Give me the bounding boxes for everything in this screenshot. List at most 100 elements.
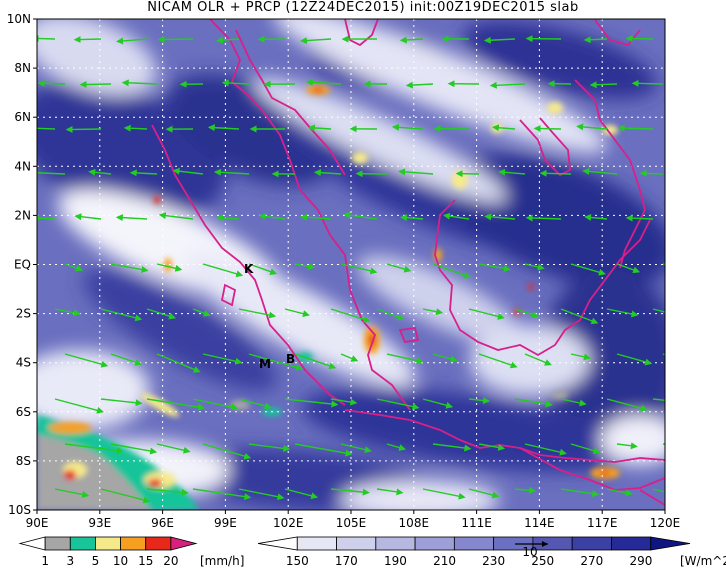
wind-arrow: [631, 79, 664, 87]
lon-tick-label: 96E: [151, 516, 174, 530]
wind-arrow: [560, 488, 600, 498]
wind-arrow: [478, 443, 506, 451]
wind-arrow: [238, 398, 272, 410]
wind-arrow: [330, 488, 370, 496]
wind-arrow: [570, 443, 601, 455]
wind-arrow: [156, 263, 183, 272]
precip-colorbar: 1 3 5 10 15 20 [mm/h]: [18, 536, 244, 568]
lon-tick-label: 117E: [587, 516, 618, 530]
wind-arrow: [468, 488, 500, 499]
wind-arrow: [489, 81, 526, 89]
wind-arrow: [330, 308, 371, 323]
precip-colorbar-tick: 20: [163, 554, 178, 568]
wind-arrow: [88, 168, 112, 176]
wind-arrow: [100, 308, 143, 322]
wind-arrow: [207, 124, 240, 132]
wind-arrow: [110, 443, 158, 455]
wind-arrow: [192, 308, 211, 317]
wind-arrow: [110, 353, 143, 366]
olr-colorbar-tick: 170: [335, 554, 358, 568]
lat-tick-label: EQ: [14, 258, 31, 272]
precip-colorbar-tick: 15: [138, 554, 153, 568]
wind-arrow: [468, 397, 491, 404]
wind-arrow: [617, 124, 654, 132]
lat-tick-label: 8N: [14, 61, 31, 75]
wind-arrow: [284, 488, 319, 500]
wind-arrow: [330, 398, 358, 406]
coastlines: [151, 19, 665, 506]
wind-arrow: [64, 443, 124, 455]
lon-tick-label: 99E: [214, 516, 237, 530]
precip-colorbar-cap-right: [170, 536, 198, 551]
lat-tick-label: 2S: [16, 307, 31, 321]
olr-colorbar-swatch: [414, 536, 455, 551]
wind-arrow: [305, 78, 342, 86]
lat-tick-label: 4S: [16, 356, 31, 370]
wind-arrow: [116, 37, 148, 45]
wind-arrow: [37, 172, 66, 175]
wind-arrow: [146, 488, 189, 496]
wind-arrow: [340, 443, 372, 454]
wind-arrow: [386, 263, 412, 273]
precip-colorbar-cap-left: [18, 536, 46, 551]
wind-arrow: [157, 36, 194, 44]
wind-arrow: [584, 213, 608, 221]
olr-colorbar-tick: 150: [286, 554, 309, 568]
vector-reference-arrowhead: [542, 541, 548, 547]
wind-arrow: [514, 398, 553, 408]
lon-tick-label: 114E: [524, 516, 555, 530]
wind-arrow: [478, 263, 511, 272]
wind-arrow: [433, 125, 470, 133]
wind-arrow: [156, 443, 191, 454]
lon-tick-label: 108E: [399, 516, 430, 530]
wind-arrow: [115, 214, 148, 222]
wind-arrow: [64, 263, 84, 272]
olr-colorbar-tick: 290: [629, 554, 652, 568]
lon-tick-label: 105E: [336, 516, 367, 530]
wind-arrow: [399, 214, 424, 222]
wind-arrow: [652, 488, 665, 493]
precip-unit: [mm/h]: [200, 554, 244, 568]
wind-arrow: [54, 488, 90, 498]
wind-arrow: [37, 214, 56, 222]
wind-arrow: [432, 443, 472, 452]
wind-arrow: [202, 353, 243, 365]
wind-arrow: [606, 308, 639, 318]
wind-arrow: [284, 308, 310, 318]
wind-arrow: [491, 124, 516, 132]
wind-arrow: [238, 308, 277, 319]
lon-tick-label: 102E: [273, 516, 304, 530]
vector-reference-label: 10: [522, 545, 537, 559]
wind-arrow: [299, 213, 332, 221]
olr-colorbar-swatch: [336, 536, 377, 551]
wind-arrow: [340, 263, 378, 275]
wind-arrow: [376, 308, 405, 321]
wind-arrow: [192, 488, 252, 501]
olr-colorbar-swatch: [611, 536, 652, 551]
wind-arrow: [146, 308, 177, 320]
lat-tick-label: 8S: [16, 454, 31, 468]
wind-arrow: [616, 263, 641, 274]
wind-arrow: [582, 167, 618, 175]
precip-colorbar-swatch: [145, 536, 172, 551]
wind-arrow: [37, 127, 56, 130]
wind-arrow: [158, 212, 194, 220]
wind-arrow: [221, 79, 250, 87]
wind-arrow: [340, 353, 359, 362]
wind-arrow: [539, 169, 572, 177]
wind-arrow: [422, 308, 444, 316]
wind-arrow: [121, 79, 158, 87]
wind-arrow: [560, 398, 587, 407]
wind-arrow: [202, 443, 252, 460]
station-label-k: K: [244, 262, 254, 276]
wind-arrow: [662, 353, 665, 356]
lon-tick-label: 111E: [461, 516, 492, 530]
wind-arrow: [514, 308, 539, 318]
wind-arrow: [399, 36, 424, 44]
wind-arrow: [662, 263, 665, 266]
olr-colorbar: 150 170 190 210 230 250 270 290 [W/m^2] 10: [257, 536, 726, 568]
wind-arrow: [123, 124, 148, 132]
olr-colorbar-swatch: [296, 536, 337, 551]
lat-tick-label: 10N: [7, 12, 31, 26]
